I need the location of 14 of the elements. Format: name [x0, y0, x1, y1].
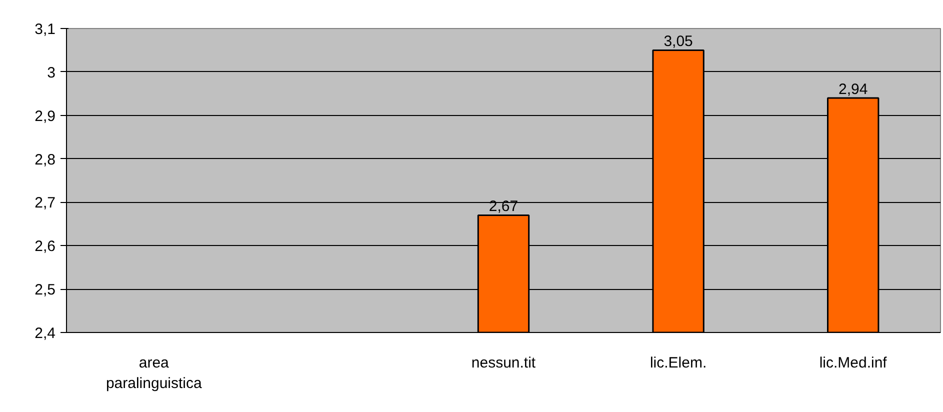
x-tick-label: area paralinguistica	[106, 354, 202, 392]
x-tick-label: lic.Elem.	[650, 354, 707, 372]
y-tick-label: 2,4	[34, 325, 56, 342]
y-tick-label: 2,8	[34, 151, 56, 168]
x-tick-label: nessun.tit	[471, 354, 536, 372]
y-tick-label: 2,5	[34, 282, 56, 299]
y-tick-label: 3	[47, 64, 56, 82]
data-label: 2,94	[838, 80, 868, 98]
data-label: 3,05	[664, 33, 693, 50]
y-tick-label: 2,9	[34, 108, 56, 125]
y-tick-label: 3,1	[34, 21, 56, 38]
y-tick-label: 2,7	[34, 194, 56, 212]
x-tick-label: lic.Med.inf	[819, 354, 888, 372]
y-tick-label: 2,6	[34, 238, 56, 256]
